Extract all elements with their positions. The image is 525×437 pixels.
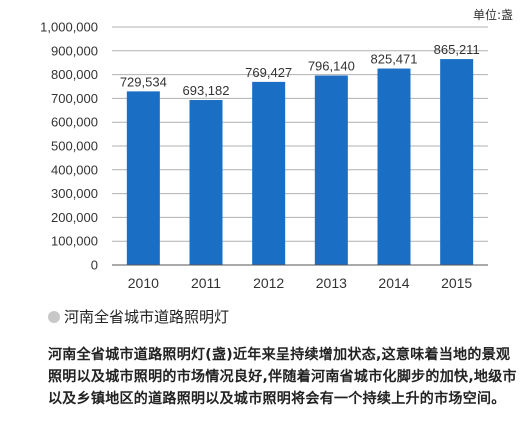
bar-value-label: 865,211 xyxy=(434,42,480,57)
bar-value-label: 796,140 xyxy=(308,59,355,74)
bars xyxy=(126,59,474,266)
bar-value-label: 825,471 xyxy=(371,52,418,67)
y-tick-label: 500,000 xyxy=(51,139,98,154)
bar xyxy=(252,81,286,265)
bar-value-label: 769,427 xyxy=(245,65,292,80)
x-tick-label: 2015 xyxy=(441,275,472,291)
bar-value-label: 729,534 xyxy=(120,74,167,89)
x-tick-label: 2012 xyxy=(253,275,284,291)
y-tick-label: 600,000 xyxy=(51,115,98,130)
x-tick-label: 2014 xyxy=(378,275,409,291)
y-tick-label: 700,000 xyxy=(51,91,98,106)
y-tick-label: 400,000 xyxy=(51,162,98,177)
y-tick-label: 100,000 xyxy=(51,234,98,249)
y-tick-label: 800,000 xyxy=(51,67,98,82)
x-tick-label: 2013 xyxy=(316,275,347,291)
bar xyxy=(126,91,160,265)
y-tick-label: 1,000,000 xyxy=(40,20,98,35)
x-tick-label: 2011 xyxy=(191,275,221,291)
bullet-dot-icon xyxy=(48,310,60,323)
bar xyxy=(314,75,348,265)
bar-value-label: 693,182 xyxy=(183,83,230,98)
y-tick-label: 0 xyxy=(91,258,98,273)
y-tick-label: 900,000 xyxy=(51,43,98,58)
caption-text: 河南全省城市道路照明灯 xyxy=(64,308,230,326)
y-axis-tick-labels: 0 100,000 200,000 300,000 400,000 500,000 600,… xyxy=(40,20,98,273)
bar xyxy=(377,68,411,265)
bar xyxy=(189,100,223,266)
x-tick-label: 2010 xyxy=(128,275,159,291)
x-axis-tick-labels: 2010 2011 2012 2013 2014 2015 xyxy=(128,275,473,291)
bar-chart: 0 100,000 200,000 300,000 400,000 500,000 600,… xyxy=(40,20,488,291)
bar xyxy=(440,59,474,266)
gridlines xyxy=(112,26,488,242)
y-tick-label: 300,000 xyxy=(51,186,98,201)
chart-caption: 河南全省城市道路照明灯 xyxy=(48,306,229,327)
description-paragraph: 河南全省城市道路照明灯(盏)近年来呈持续增加状态,这意味着当地的景观照明以及城市… xyxy=(48,347,517,407)
unit-label: 单位:盏 xyxy=(472,8,513,22)
y-tick-label: 200,000 xyxy=(51,210,98,225)
value-labels: 729,534 693,182 769,427 796,140 825,471 865,2… xyxy=(120,42,480,98)
